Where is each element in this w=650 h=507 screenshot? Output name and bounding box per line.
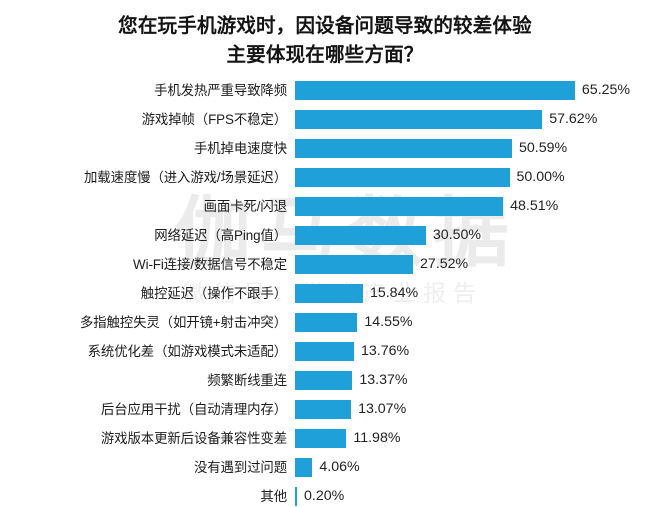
bar-track: 57.62%: [295, 105, 650, 134]
bar-value-label: 0.20%: [304, 488, 345, 505]
bar-row: 频繁断线重连 13.37%: [0, 366, 650, 395]
bar-value-label: 13.37%: [359, 372, 408, 389]
bar: [295, 81, 575, 100]
bar-row: 游戏版本更新后设备兼容性变差 11.98%: [0, 424, 650, 453]
bar-value-label: 15.84%: [369, 285, 419, 302]
bar-track: 50.59%: [295, 134, 650, 163]
bar-value-label: 65.25%: [581, 82, 631, 99]
bar-track: 0.20%: [295, 482, 650, 507]
bar: [295, 400, 352, 419]
bar-category-label: 频繁断线重连: [207, 372, 287, 388]
bar-category-label: 后台应用干扰（自动清理内存）: [100, 401, 287, 417]
bar-category-label: 加载速度慢（进入游戏/场景延迟）: [84, 169, 287, 185]
bar-value-label: 11.98%: [353, 430, 401, 447]
bar: [295, 197, 504, 216]
bar-value-label: 13.07%: [358, 401, 407, 418]
bar: [295, 429, 347, 448]
bar: [295, 342, 355, 361]
bar-track: 13.37%: [295, 366, 650, 395]
bar-track: 13.76%: [295, 337, 650, 366]
bar-value-label: 50.59%: [519, 140, 568, 157]
bar: [295, 371, 353, 390]
bar-track: 13.07%: [295, 395, 650, 424]
bar: [295, 255, 414, 274]
bar-category-label: 手机掉电速度快: [193, 140, 287, 156]
bar-category-label: 系统优化差（如游戏模式未适配）: [87, 343, 287, 359]
bar-track: 27.52%: [295, 250, 650, 279]
bar-row: 加载速度慢（进入游戏/场景延迟） 50.00%: [0, 163, 650, 192]
bar-value-label: 4.06%: [319, 459, 360, 476]
bar-category-label: 手机发热严重导致降频: [154, 82, 287, 98]
bar-row: 画面卡死/闪退 48.51%: [0, 192, 650, 221]
chart-title-line-1: 您在玩手机游戏时，因设备问题导致的较差体验: [118, 15, 532, 37]
bar: [295, 458, 313, 477]
bar-row: 游戏掉帧（FPS不稳定） 57.62%: [0, 105, 650, 134]
bar-value-label: 57.62%: [549, 111, 598, 128]
bar-chart-plot-area: 手机发热严重导致降频 65.25% 游戏掉帧（FPS不稳定） 57.62% 手机掉电速度…: [0, 76, 650, 507]
bar-category-label: Wi-Fi连接/数据信号不稳定: [133, 256, 287, 272]
bar-track: 4.06%: [295, 453, 650, 482]
bar-category-label: 网络延迟（高Ping值）: [154, 227, 287, 243]
bar-track: 30.50%: [295, 221, 650, 250]
bar: [295, 168, 510, 187]
bar-track: 65.25%: [295, 76, 650, 105]
bar-value-label: 48.51%: [510, 198, 559, 215]
bar-row: 手机掉电速度快 50.59%: [0, 134, 650, 163]
bar-category-label: 画面卡死/闪退: [203, 198, 287, 214]
bar-row: 多指触控失灵（如开镜+射击冲突） 14.55%: [0, 308, 650, 337]
bar-row: 手机发热严重导致降频 65.25%: [0, 76, 650, 105]
bar-category-label: 游戏版本更新后设备兼容性变差: [100, 430, 287, 446]
bar: [295, 487, 297, 506]
bar: [295, 226, 426, 245]
bar-category-label: 游戏掉帧（FPS不稳定）: [141, 111, 287, 127]
bar-value-label: 27.52%: [420, 256, 469, 273]
chart-title-line-2: 主要体现在哪些方面？: [226, 44, 424, 67]
bar-row: 网络延迟（高Ping值） 30.50%: [0, 221, 650, 250]
bar-track: 11.98%: [295, 424, 650, 453]
bar-track: 15.84%: [295, 279, 650, 308]
bar-row: 系统优化差（如游戏模式未适配） 13.76%: [0, 337, 650, 366]
bar: [295, 139, 513, 158]
bar-value-label: 50.00%: [516, 169, 565, 186]
bar-category-label: 其他: [260, 488, 287, 504]
bar: [295, 110, 543, 129]
bar-category-label: 多指触控失灵（如开镜+射击冲突）: [79, 314, 287, 330]
bar-value-label: 14.55%: [364, 314, 413, 331]
bar: [295, 313, 358, 332]
bar-category-label: 触控延迟（操作不跟手）: [140, 285, 287, 301]
bar-row: 触控延迟（操作不跟手） 15.84%: [0, 279, 650, 308]
bar-value-label: 13.76%: [361, 343, 410, 360]
bar-row: 没有遇到过问题 4.06%: [0, 453, 650, 482]
bar-row: 其他 0.20%: [0, 482, 650, 507]
bar-track: 14.55%: [295, 308, 650, 337]
bar-track: 48.51%: [295, 192, 650, 221]
bar-category-label: 没有遇到过问题: [193, 459, 287, 475]
bar: [295, 284, 363, 303]
chart-title: 您在玩手机游戏时，因设备问题导致的较差体验 主要体现在哪些方面？: [0, 0, 650, 71]
bar-row: Wi-Fi连接/数据信号不稳定 27.52%: [0, 250, 650, 279]
bar-value-label: 30.50%: [432, 227, 481, 244]
bar-track: 50.00%: [295, 163, 650, 192]
bar-row: 后台应用干扰（自动清理内存） 13.07%: [0, 395, 650, 424]
